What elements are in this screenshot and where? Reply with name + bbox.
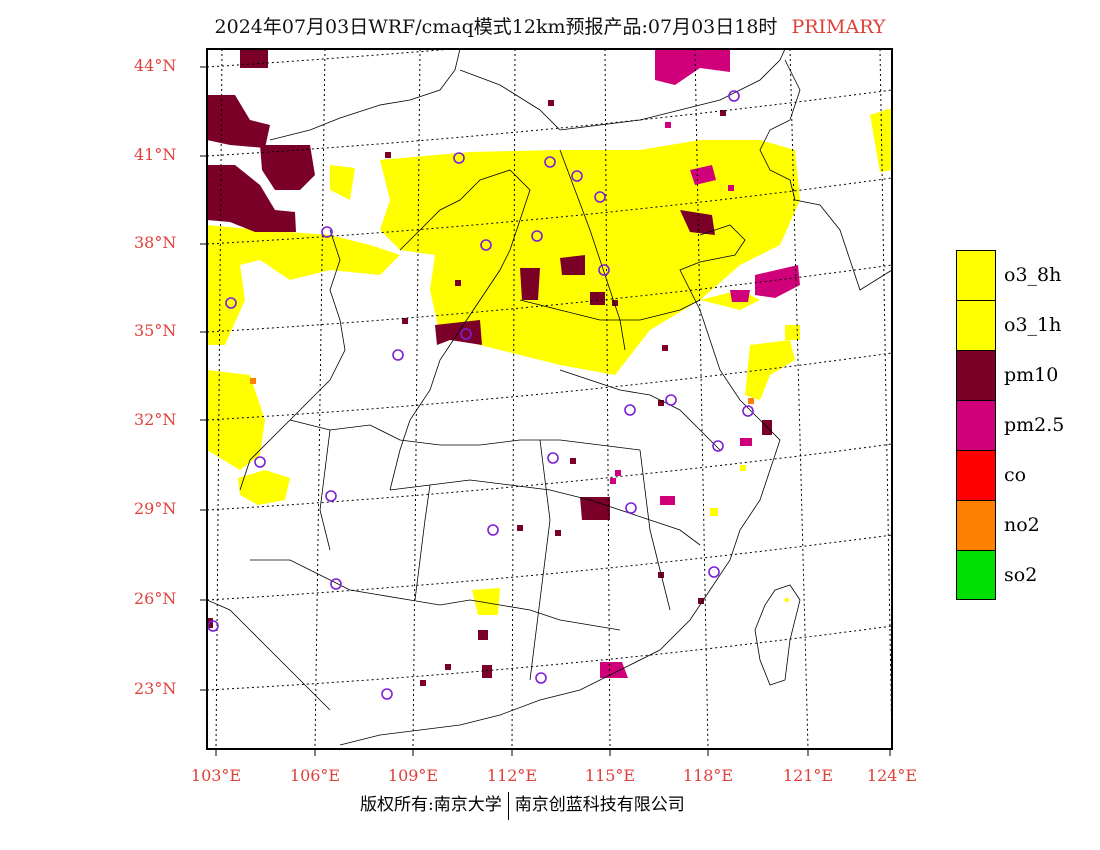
legend-item-so2: so2: [956, 550, 1064, 600]
lon-label-112: 112°E: [486, 766, 538, 785]
legend-swatch: [956, 500, 996, 550]
legend-swatch: [956, 300, 996, 350]
lon-label-109: 109°E: [387, 766, 439, 785]
lon-label-118: 118°E: [682, 766, 734, 785]
lat-label-23: 23°N: [134, 679, 177, 698]
legend-item-o3-1h: o3_1h: [956, 300, 1064, 350]
legend-item-pm2-5: pm2.5: [956, 400, 1064, 450]
legend-item-o3-8h: o3_8h: [956, 250, 1064, 300]
lon-label-115: 115°E: [584, 766, 636, 785]
axis-ticks: [200, 66, 891, 756]
legend-swatch: [956, 250, 996, 300]
lat-label-26: 26°N: [134, 589, 177, 608]
lon-label-121: 121°E: [782, 766, 834, 785]
legend-label: so2: [1004, 564, 1038, 586]
graticule: [207, 49, 892, 749]
lon-label-106: 106°E: [289, 766, 341, 785]
lat-label-35: 35°N: [134, 321, 177, 340]
copyright-footer: 版权所有:南京大学 南京创蓝科技有限公司: [360, 790, 685, 820]
station-markers: [207, 90, 754, 700]
lat-label-38: 38°N: [134, 233, 177, 252]
legend-label: pm2.5: [1004, 414, 1065, 436]
pm25-areas: [600, 50, 800, 678]
legend-label: co: [1004, 464, 1027, 486]
lat-label-32: 32°N: [134, 410, 177, 429]
footer-left: 版权所有:南京大学: [360, 795, 502, 815]
title-main: 2024年07月03日WRF/cmaq模式12km预报产品:07月03日18时: [214, 16, 778, 38]
province-boundaries: [207, 49, 892, 746]
map-title: 2024年07月03日WRF/cmaq模式12km预报产品:07月03日18时 P…: [0, 12, 1100, 39]
legend-label: no2: [1004, 514, 1040, 536]
legend-swatch: [956, 550, 996, 600]
legend-swatch: [956, 450, 996, 500]
legend-swatch: [956, 400, 996, 450]
lon-label-103: 103°E: [190, 766, 242, 785]
legend-label: pm10: [1004, 364, 1059, 386]
title-tag: PRIMARY: [791, 16, 886, 38]
map-frame: [206, 48, 893, 750]
footer-separator: [507, 791, 509, 820]
legend-swatch: [956, 350, 996, 400]
pollutant-legend: o3_8h o3_1h pm10 pm2.5 co no2 so2: [956, 250, 1064, 600]
legend-item-co: co: [956, 450, 1064, 500]
legend-label: o3_1h: [1004, 314, 1062, 336]
pm10-areas: [207, 50, 772, 678]
lat-label-29: 29°N: [134, 499, 177, 518]
footer-right: 南京创蓝科技有限公司: [514, 795, 685, 815]
lon-label-124: 124°E: [866, 766, 918, 785]
legend-item-pm10: pm10: [956, 350, 1064, 400]
lat-label-41: 41°N: [134, 145, 177, 164]
legend-label: o3_8h: [1004, 264, 1062, 286]
o3-areas: [207, 108, 892, 615]
lat-label-44: 44°N: [134, 56, 177, 75]
legend-item-no2: no2: [956, 500, 1064, 550]
